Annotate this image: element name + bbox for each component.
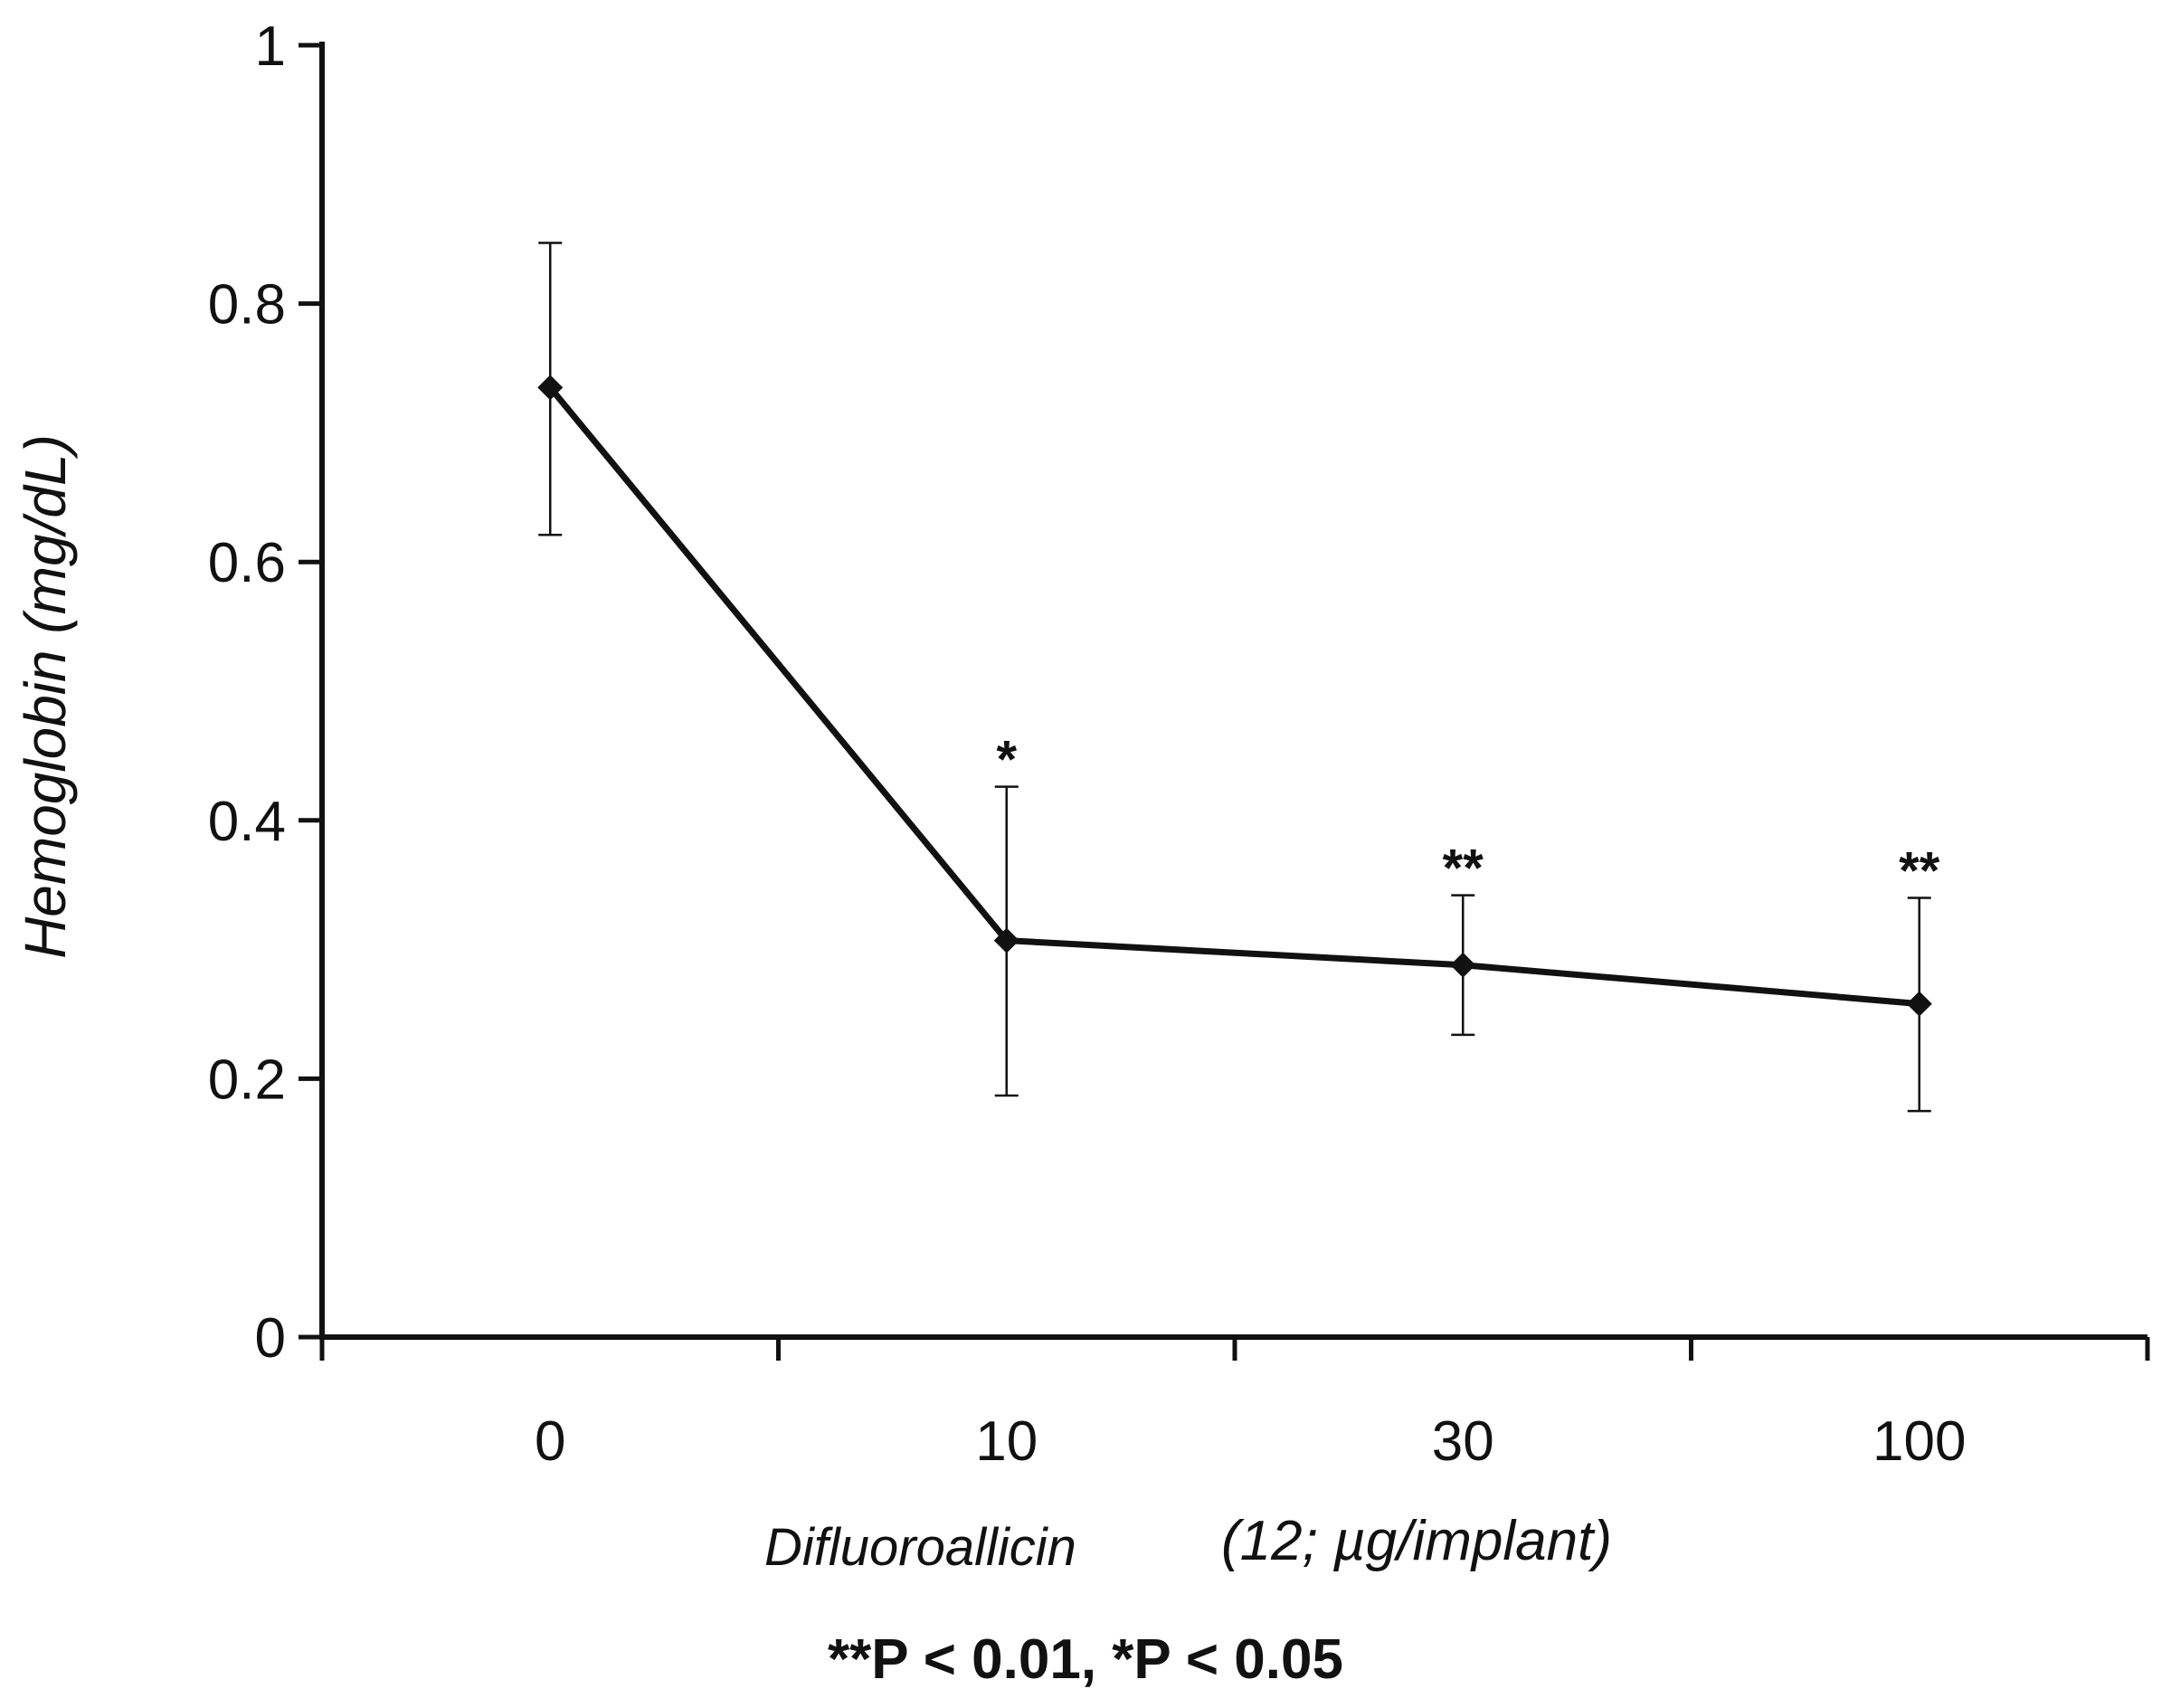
series-layer: *** ** xyxy=(537,242,1940,1113)
x-tick-label: 30 xyxy=(1432,1410,1494,1473)
significance-marker: ** xyxy=(1899,841,1940,900)
x-axis-label: Difluoroallicin xyxy=(764,1518,1076,1577)
x-tick-label: 10 xyxy=(975,1410,1038,1473)
data-point-marker xyxy=(1906,991,1932,1017)
series-line xyxy=(547,385,1920,1008)
x-tick-label: 100 xyxy=(1872,1410,1966,1473)
y-tick-label: 1 xyxy=(255,15,286,78)
significance-footnote: **P < 0.01, *P < 0.05 xyxy=(828,1628,1343,1691)
y-tick-label: 0 xyxy=(255,1307,286,1370)
y-tick-label: 0.2 xyxy=(208,1049,286,1111)
y-axis-label: Hemoglobin (mg/dL) xyxy=(13,434,78,959)
y-tick-label: 0.8 xyxy=(208,274,286,337)
x-tick-label: 0 xyxy=(535,1410,565,1473)
data-point-marker xyxy=(993,927,1019,954)
data-point-marker xyxy=(537,375,564,401)
significance-marker: * xyxy=(996,731,1017,790)
data-point-marker xyxy=(1450,952,1476,978)
significance-marker: ** xyxy=(1443,840,1484,898)
y-tick-label: 0.4 xyxy=(208,791,286,853)
x-axis-unit: (12; µg/implant) xyxy=(1221,1510,1612,1572)
y-tick-label: 0.6 xyxy=(208,532,286,594)
axes: 00.20.40.60.810 10 30 100 xyxy=(208,15,2150,1473)
